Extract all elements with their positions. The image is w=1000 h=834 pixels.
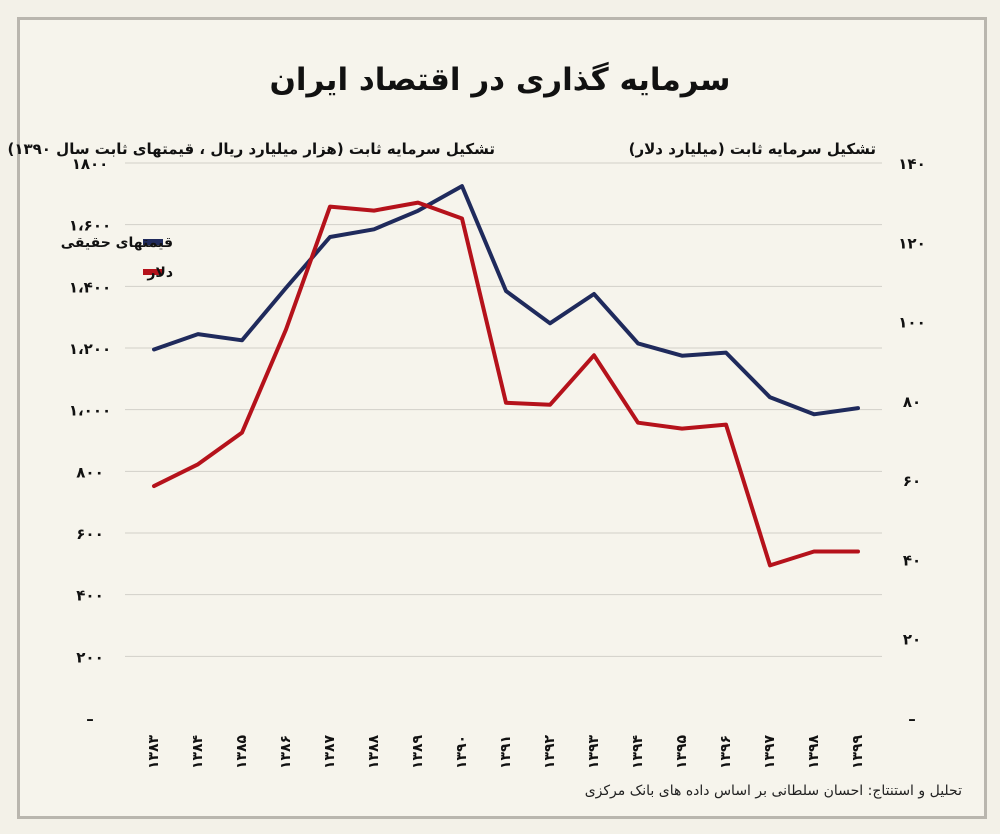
x-axis-tick-label: ۱۳۹۵ [674,734,690,769]
right-axis-tick-label: ۱۲۰ [898,234,925,252]
left-axis-tick-label: ۱۸۰۰ [72,155,109,173]
x-axis-tick-label: ۱۳۹۶ [718,735,734,769]
x-axis-tick-label: ۱۳۹۰ [454,735,470,769]
left-axis-tick-label: ۱،۶۰۰ [69,217,111,235]
x-axis-tick-label: ۱۳۸۳ [146,734,162,769]
left-axis-tick-label: ۱،۴۰۰ [69,278,111,296]
left-axis-tick-label: ۱،۰۰۰ [69,402,111,420]
left-axis-tick-label: ۸۰۰ [76,463,103,481]
right-axis-tick-label: – [908,710,916,728]
left-axis-tick-label: – [86,710,94,728]
left-axis-tick-label: ۱،۲۰۰ [69,340,111,358]
series-line-dollar [152,200,860,568]
x-axis-tick-label: ۱۳۸۴ [190,734,206,769]
x-axis-tick-label: ۱۳۹۱ [498,735,514,769]
right-axis-tick-label: ۱۰۰ [898,314,925,332]
x-axis-tick-label: ۱۳۸۵ [234,734,250,769]
x-axis-tick-label: ۱۳۹۷ [762,734,778,769]
left-axis-tick-label: ۴۰۰ [76,587,103,605]
x-axis-tick-label: ۱۳۹۸ [806,734,822,769]
right-axis-tick-label: ۱۴۰ [898,155,925,173]
legend-label-dollar: دلار [146,265,173,281]
right-axis-tick-label: ۴۰ [903,551,921,569]
left-axis-tick-label: ۶۰۰ [76,525,103,543]
right-axis-tick-label: ۶۰ [903,472,921,490]
x-axis-tick-label: ۱۳۹۴ [630,734,646,769]
right-axis-tick-label: ۸۰ [903,393,921,411]
chart-frame [17,17,987,819]
left-axis-tick-label: ۲۰۰ [76,648,103,666]
x-axis-tick-label: ۱۳۸۹ [410,734,426,769]
x-axis-tick-label: ۱۳۸۸ [366,734,382,769]
series-line-real-prices [152,184,860,417]
right-axis-tick-label: ۲۰ [903,631,921,649]
x-axis-tick-label: ۱۳۹۹ [850,734,866,769]
left-axis-title: تشکیل سرمایه ثابت (هزار میلیارد ریال ، ق… [7,140,495,158]
legend-label-real-prices: قیمتهای حقیقی [61,235,173,251]
x-axis-tick-label: ۱۳۹۲ [542,734,558,769]
x-axis-tick-label: ۱۳۹۳ [586,734,602,769]
source-credit: تحلیل و استنتاج: احسان سلطانی بر اساس دا… [584,783,962,799]
chart-title: سرمایه گذاری در اقتصاد ایران [269,62,731,98]
right-axis-title: تشکیل سرمایه ثابت (میلیارد دلار) [628,140,876,158]
x-axis-tick-label: ۱۳۸۶ [278,735,294,769]
x-axis-tick-label: ۱۳۸۷ [322,734,338,769]
